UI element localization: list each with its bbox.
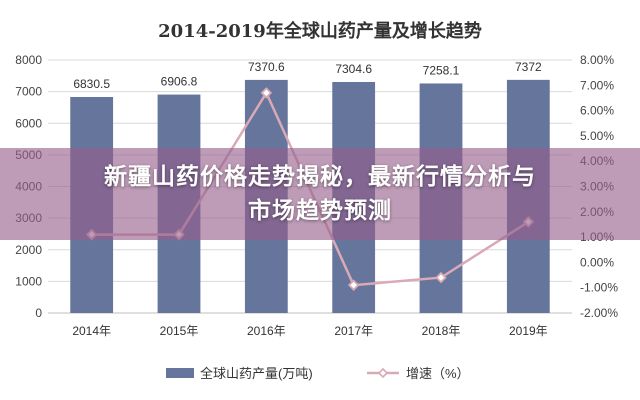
y-left-tick-label: 2000	[15, 243, 42, 257]
legend-label-bar: 全球山药产量(万吨)	[200, 366, 313, 381]
chart-title: 2014-2019年全球山药产量及增长趋势	[158, 20, 482, 42]
y-left-tick-label: 0	[35, 306, 42, 320]
y-right-tick-label: -1.00%	[580, 281, 618, 295]
x-tick-label: 2015年	[160, 324, 199, 338]
y-left-tick-label: 8000	[15, 53, 42, 67]
bar-value-label: 7370.6	[248, 60, 285, 74]
y-left-tick-label: 6000	[15, 116, 42, 130]
y-right-tick-label: 5.00%	[580, 129, 614, 143]
legend-swatch-marker	[377, 367, 389, 379]
y-left-tick-label: 1000	[15, 274, 42, 288]
bar-value-label: 7304.6	[335, 62, 372, 76]
y-right-tick-label: 0.00%	[580, 255, 614, 269]
bar-value-label: 6906.8	[161, 75, 198, 89]
y-right-tick-label: 7.00%	[580, 78, 614, 92]
headline-banner: 新疆山药价格走势揭秘，最新行情分析与 市场趋势预测	[0, 148, 640, 240]
x-tick-label: 2017年	[334, 324, 373, 338]
y-right-tick-label: 6.00%	[580, 104, 614, 118]
x-tick-label: 2014年	[72, 324, 111, 338]
growth-point	[435, 271, 447, 284]
y-right-tick-label: 8.00%	[580, 53, 614, 67]
x-tick-label: 2019年	[509, 324, 548, 338]
legend-label-line: 增速（%）	[406, 366, 470, 381]
x-tick-label: 2016年	[247, 324, 286, 338]
headline-line-2: 市场趋势预测	[248, 198, 392, 224]
headline-line-1: 新疆山药价格走势揭秘，最新行情分析与	[104, 164, 536, 190]
y-right-tick-label: -2.00%	[580, 306, 618, 320]
x-tick-label: 2018年	[422, 324, 461, 338]
legend-swatch-bar	[166, 368, 194, 378]
growth-point	[347, 279, 360, 291]
bar-value-label: 7258.1	[423, 63, 460, 77]
bar-value-label: 7372	[515, 60, 542, 74]
bar-value-label: 6830.5	[73, 77, 110, 91]
y-left-tick-label: 7000	[15, 85, 42, 99]
growth-point	[260, 87, 273, 99]
